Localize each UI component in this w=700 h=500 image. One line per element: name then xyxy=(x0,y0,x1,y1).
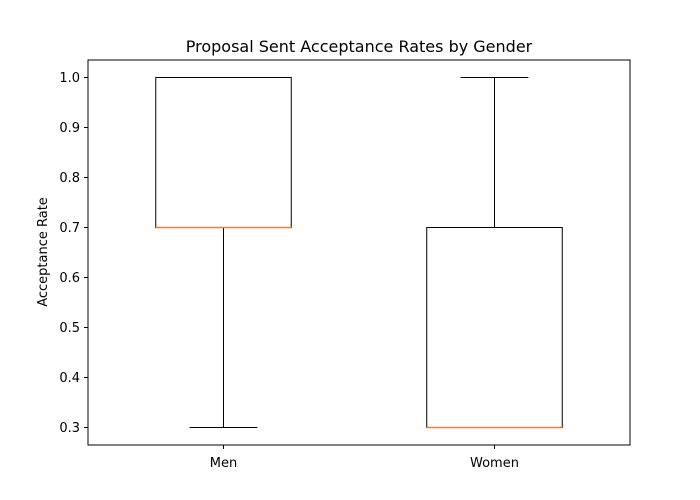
y-tick-label: 0.6 xyxy=(59,271,80,286)
box-iqr xyxy=(426,227,563,428)
x-tick-label: Men xyxy=(210,456,237,471)
chart-title: Proposal Sent Acceptance Rates by Gender xyxy=(186,37,533,56)
y-tick-label: 0.9 xyxy=(59,121,80,136)
plot-area: 0.3 0.4 0.5 0.6 0.7 0.8 0.9 1.0 Men Women xyxy=(59,71,563,471)
y-tick-label: 1.0 xyxy=(59,71,80,86)
y-tick-label: 0.5 xyxy=(59,321,80,336)
plot-frame xyxy=(87,59,631,446)
x-tick-label: Women xyxy=(470,456,519,471)
y-tick-label: 0.7 xyxy=(59,221,80,236)
y-tick-label: 0.3 xyxy=(59,421,80,436)
y-tick-label: 0.4 xyxy=(59,371,80,386)
y-tick-label: 0.8 xyxy=(59,171,80,186)
box-iqr xyxy=(155,77,292,228)
y-axis-label: Acceptance Rate xyxy=(36,197,51,307)
